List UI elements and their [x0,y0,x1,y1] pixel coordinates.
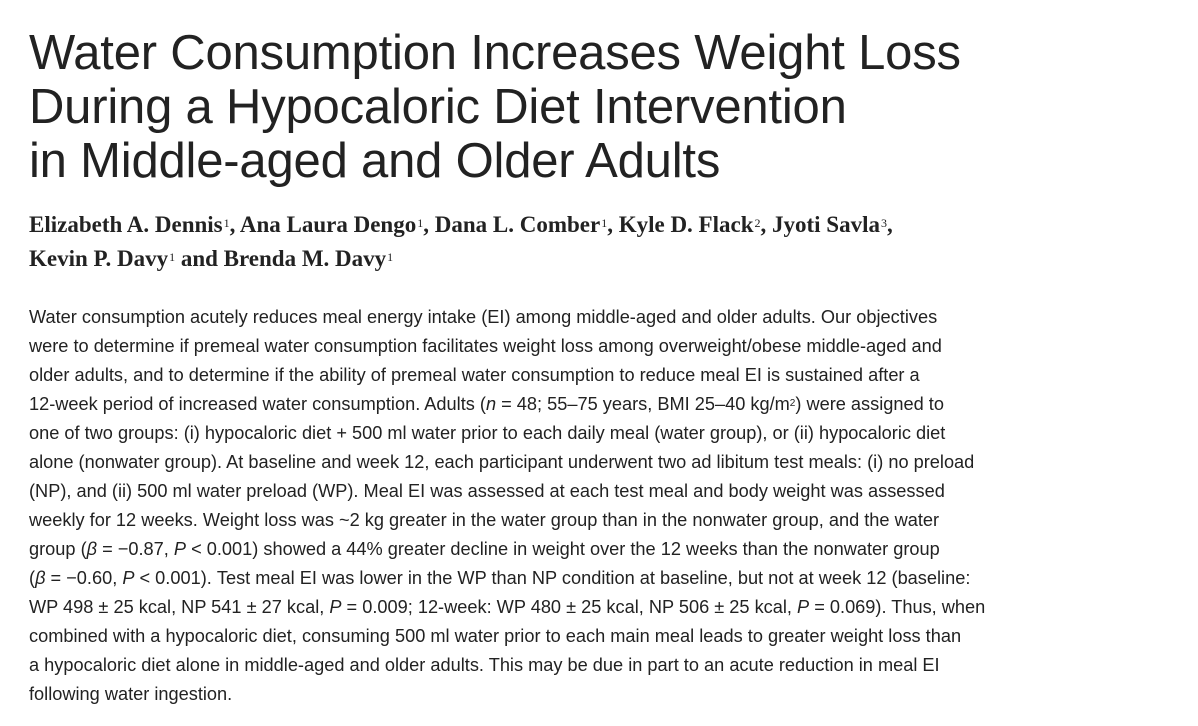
abstract-line: were to determine if premeal water consu… [29,336,942,356]
italic-symbol: P [122,568,135,588]
author-name[interactable]: Jyoti Savla [772,212,880,237]
affiliation-mark: 1 [223,216,230,230]
abstract-line: one of two groups: (i) hypocaloric diet … [29,423,946,443]
author-name[interactable]: Dana L. Comber [434,212,601,237]
title-line: in Middle-aged and Older Adults [29,134,721,188]
abstract-line: weekly for 12 weeks. Weight loss was ~2 … [29,510,940,530]
affiliation-mark: 1 [387,250,394,264]
title-line: Water Consumption Increases Weight Loss [29,26,961,80]
abstract-line: (NP), and (ii) 500 ml water preload (WP)… [29,481,945,501]
author-separator: , [760,212,772,237]
affiliation-mark: 3 [880,216,887,230]
author-separator: , [886,212,893,237]
abstract-line: (β = −0.60, P < 0.001). Test meal EI was… [29,568,971,588]
abstract-line: older adults, and to determine if the ab… [29,365,920,385]
author-separator: , [229,212,240,237]
author-line: Elizabeth A. Dennis1, Ana Laura Dengo1, … [29,208,1169,242]
abstract-line: Water consumption acutely reduces meal e… [29,307,938,327]
superscript: 2 [789,398,796,409]
abstract-line: combined with a hypocaloric diet, consum… [29,626,962,646]
italic-symbol: P [797,597,810,617]
author-separator: and [175,246,224,271]
affiliation-mark: 2 [754,216,761,230]
abstract-line: alone (nonwater group). At baseline and … [29,452,975,472]
italic-symbol: β [86,539,98,559]
affiliation-mark: 1 [169,250,176,264]
italic-symbol: n [485,394,497,414]
author-name[interactable]: Kevin P. Davy [29,246,169,271]
author-name[interactable]: Kyle D. Flack [618,212,754,237]
abstract-line: 12-week period of increased water consum… [29,394,944,414]
abstract-body: Water consumption acutely reduces meal e… [29,303,1169,709]
author-line: Kevin P. Davy1 and Brenda M. Davy1 [29,242,1169,276]
affiliation-mark: 1 [601,216,608,230]
italic-symbol: P [329,597,342,617]
article-title: Water Consumption Increases Weight Loss … [29,26,1169,188]
title-line: During a Hypocaloric Diet Intervention [29,80,847,134]
author-name[interactable]: Ana Laura Dengo [239,212,417,237]
abstract-line: a hypocaloric diet alone in middle-aged … [29,655,940,675]
author-separator: , [607,212,619,237]
italic-symbol: P [173,539,187,559]
author-name[interactable]: Elizabeth A. Dennis [29,212,223,237]
author-name[interactable]: Brenda M. Davy [223,246,387,271]
affiliation-mark: 1 [417,216,424,230]
author-separator: , [423,212,435,237]
abstract-line: WP 498 ± 25 kcal, NP 541 ± 27 kcal, P = … [29,597,986,617]
italic-symbol: β [35,568,46,588]
author-list: Elizabeth A. Dennis1, Ana Laura Dengo1, … [29,208,1169,276]
abstract-line: following water ingestion. [29,684,233,704]
article-header: Water Consumption Increases Weight Loss … [29,26,1169,709]
abstract-line: group (β = −0.87, P < 0.001) showed a 44… [29,539,940,559]
